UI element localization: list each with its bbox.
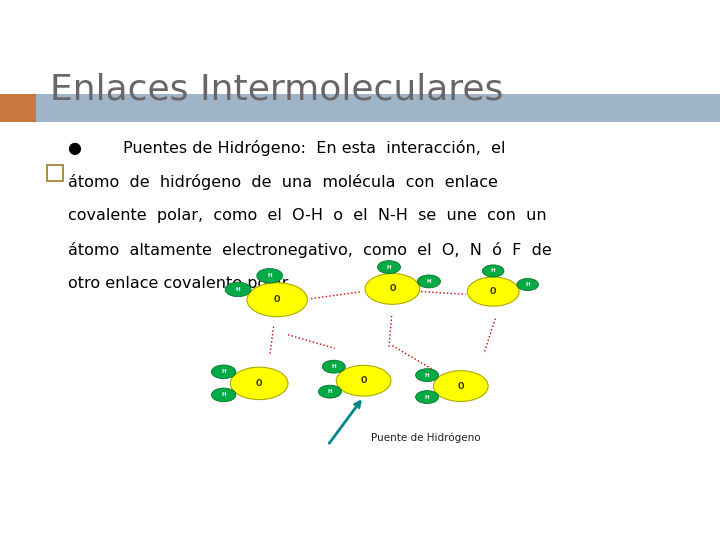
Ellipse shape (323, 360, 346, 373)
Text: H: H (267, 273, 272, 278)
Ellipse shape (257, 268, 283, 283)
Text: O: O (256, 379, 263, 388)
Text: O: O (490, 287, 497, 296)
Ellipse shape (415, 369, 438, 382)
Text: H: H (425, 373, 429, 377)
Text: H: H (425, 395, 429, 400)
Text: átomo  de  hidrógeno  de  una  molécula  con  enlace: átomo de hidrógeno de una molécula con e… (68, 174, 498, 191)
Ellipse shape (230, 367, 288, 400)
Text: H: H (235, 287, 240, 292)
Text: otro enlace covalente polar.: otro enlace covalente polar. (68, 276, 292, 292)
Ellipse shape (467, 277, 519, 306)
Ellipse shape (415, 390, 438, 403)
Text: O: O (389, 285, 396, 293)
Ellipse shape (418, 275, 441, 288)
Ellipse shape (365, 273, 420, 304)
Text: H: H (526, 282, 530, 287)
Ellipse shape (336, 365, 391, 396)
Text: H: H (221, 369, 226, 374)
Text: Puente de Hidrógeno: Puente de Hidrógeno (371, 432, 480, 443)
Ellipse shape (482, 265, 504, 277)
Ellipse shape (225, 282, 251, 296)
Text: átomo  altamente  electronegativo,  como  el  O,  N  ó  F  de: átomo altamente electronegativo, como el… (68, 242, 552, 259)
Text: H: H (427, 279, 431, 284)
Ellipse shape (377, 261, 400, 274)
Text: O: O (274, 295, 281, 304)
Ellipse shape (433, 371, 488, 402)
Text: covalente  polar,  como  el  O-H  o  el  N-H  se  une  con  un: covalente polar, como el O-H o el N-H se… (68, 208, 547, 224)
Ellipse shape (517, 279, 539, 291)
Ellipse shape (318, 385, 341, 398)
Ellipse shape (247, 283, 307, 316)
Ellipse shape (212, 365, 236, 379)
Text: H: H (328, 389, 332, 394)
Text: H: H (387, 265, 392, 269)
FancyBboxPatch shape (0, 94, 720, 122)
Text: H: H (491, 268, 495, 273)
Text: ●        Puentes de Hidrógeno:  En esta  interacción,  el: ● Puentes de Hidrógeno: En esta interacc… (68, 140, 506, 157)
FancyBboxPatch shape (0, 94, 36, 122)
Text: O: O (360, 376, 367, 385)
Text: O: O (457, 382, 464, 390)
Ellipse shape (212, 388, 236, 402)
Text: H: H (221, 393, 226, 397)
Text: H: H (331, 364, 336, 369)
Text: Enlaces Intermoleculares: Enlaces Intermoleculares (50, 73, 504, 106)
